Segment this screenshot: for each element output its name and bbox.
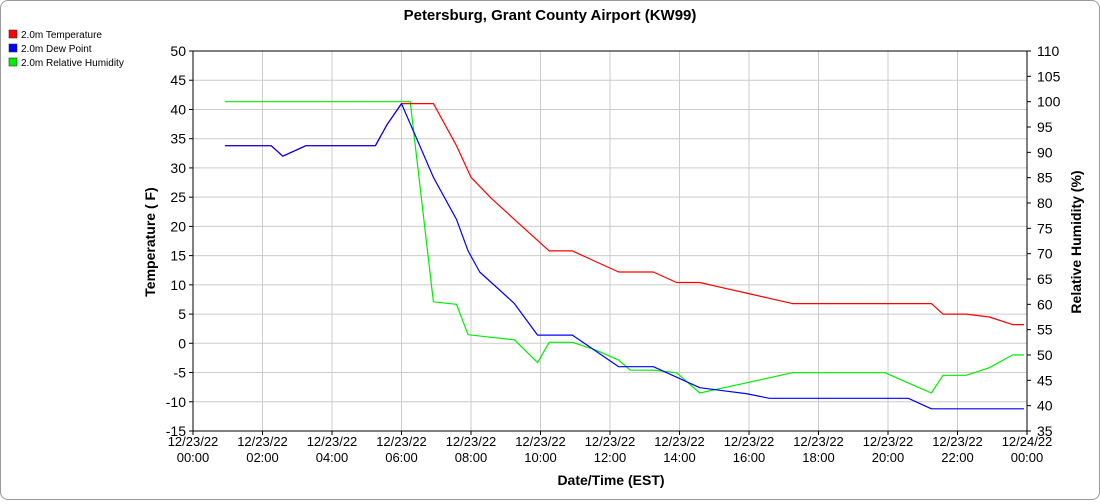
x-tick-time: 20:00 — [872, 450, 905, 465]
y-tick-label: 40 — [170, 101, 186, 117]
plot-border — [192, 50, 1028, 432]
x-tick-date: 12/23/22 — [863, 434, 914, 449]
x-tick-date: 12/23/22 — [237, 434, 288, 449]
series-line-2-0m-dew-point — [224, 102, 1025, 410]
x-tick-time: 22:00 — [941, 450, 974, 465]
x-tick-time: 14:00 — [663, 450, 696, 465]
legend-swatch — [8, 43, 18, 53]
x-tick-time: 00:00 — [177, 450, 210, 465]
y-tick-label: 0 — [178, 335, 186, 351]
y-axis-label: Temperature ( F) — [142, 187, 158, 296]
legend-label: 2.0m Relative Humidity — [21, 58, 124, 69]
legend-swatch — [8, 57, 18, 67]
y-tick-label: 45 — [170, 72, 186, 88]
x-tick-date: 12/23/22 — [793, 434, 844, 449]
y2-tick-label: 40 — [1037, 398, 1053, 414]
y2-tick-label: 70 — [1037, 246, 1053, 262]
x-tick-date: 12/23/22 — [654, 434, 705, 449]
y-tick-label: 35 — [170, 131, 186, 147]
x-tick-time: 02:00 — [246, 450, 279, 465]
y-tick-label: 10 — [170, 277, 186, 293]
y2-tick-label: 80 — [1037, 195, 1053, 211]
x-tick-date: 12/23/22 — [168, 434, 219, 449]
x-tick-date: 12/23/22 — [932, 434, 983, 449]
y2-tick-label: 65 — [1037, 271, 1053, 287]
y2-tick-label: 75 — [1037, 220, 1053, 236]
x-tick-date: 12/23/22 — [307, 434, 358, 449]
x-tick-time: 04:00 — [316, 450, 349, 465]
y2-axis-label: Relative Humidity (%) — [1068, 170, 1084, 313]
y-tick-label: 15 — [170, 248, 186, 264]
series-line-2-0m-temperature — [224, 102, 1025, 326]
legend-label: 2.0m Dew Point — [21, 44, 92, 55]
x-tick-date: 12/23/22 — [585, 434, 636, 449]
x-tick-time: 06:00 — [385, 450, 418, 465]
y-tick-label: 25 — [170, 189, 186, 205]
axes: 50454035302520151050-5-10-15110105100959… — [166, 43, 1061, 465]
y2-tick-label: 95 — [1037, 119, 1053, 135]
x-tick-time: 08:00 — [455, 450, 488, 465]
y2-tick-label: 100 — [1037, 94, 1061, 110]
legend: 2.0m Temperature 2.0m Dew Point 2.0m Relat… — [8, 29, 124, 69]
y2-tick-label: 55 — [1037, 322, 1053, 338]
y-tick-label: 5 — [178, 306, 186, 322]
y-tick-label: -10 — [166, 394, 186, 410]
y2-tick-label: 50 — [1037, 347, 1053, 363]
chart-title: Petersburg, Grant County Airport (KW99) — [404, 7, 697, 24]
y2-tick-label: 35 — [1037, 423, 1053, 439]
legend-swatch — [8, 29, 18, 39]
x-tick-time: 16:00 — [733, 450, 766, 465]
x-tick-date: 12/23/22 — [376, 434, 427, 449]
y2-tick-label: 105 — [1037, 68, 1061, 84]
y-tick-label: 30 — [170, 160, 186, 176]
legend-label: 2.0m Temperature — [21, 30, 102, 41]
x-tick-date: 12/23/22 — [446, 434, 497, 449]
y-tick-label: 50 — [170, 43, 186, 59]
x-axis-label: Date/Time (EST) — [557, 472, 664, 488]
y-tick-label: 20 — [170, 218, 186, 234]
y2-tick-label: 85 — [1037, 170, 1053, 186]
y2-tick-label: 60 — [1037, 296, 1053, 312]
series-layer — [224, 101, 1025, 410]
y2-tick-label: 45 — [1037, 372, 1053, 388]
x-tick-time: 18:00 — [802, 450, 835, 465]
x-tick-time: 00:00 — [1011, 450, 1044, 465]
x-tick-date: 12/24/22 — [1002, 434, 1053, 449]
y2-tick-label: 90 — [1037, 144, 1053, 160]
x-tick-time: 10:00 — [524, 450, 557, 465]
y-tick-label: -15 — [166, 423, 186, 439]
grid-lines — [192, 50, 1028, 432]
x-tick-date: 12/23/22 — [515, 434, 566, 449]
y2-tick-label: 110 — [1037, 43, 1060, 59]
x-tick-date: 12/23/22 — [724, 434, 775, 449]
y-tick-label: -5 — [174, 365, 187, 381]
x-tick-time: 12:00 — [594, 450, 627, 465]
